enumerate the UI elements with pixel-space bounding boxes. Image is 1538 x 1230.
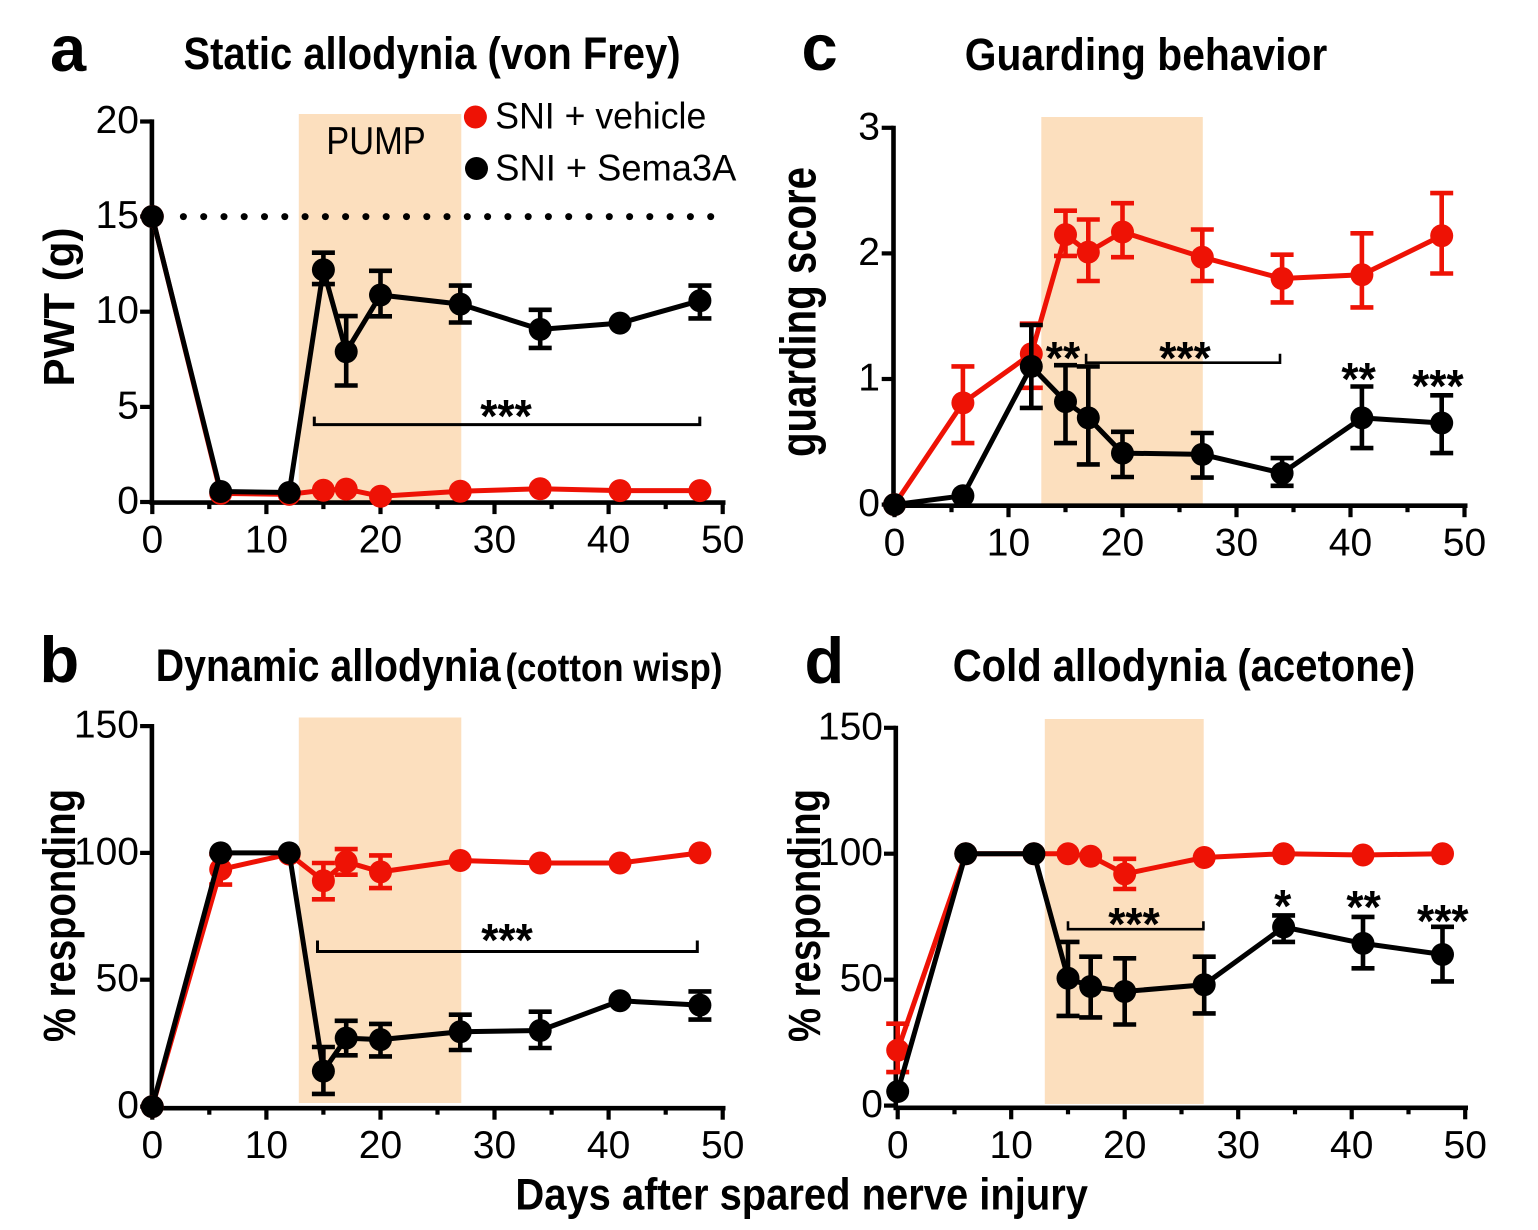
svg-text:0: 0 [858,482,880,525]
svg-text:% responding: % responding [34,789,85,1042]
svg-text:**: ** [1341,353,1375,405]
svg-text:% responding: % responding [779,789,830,1042]
svg-text:c: c [802,11,838,84]
svg-text:0: 0 [141,519,163,562]
svg-text:40: 40 [1329,522,1372,565]
svg-text:150: 150 [74,704,139,747]
svg-text:***: *** [1159,332,1211,384]
svg-text:50: 50 [840,957,883,1000]
svg-text:20: 20 [1101,522,1144,565]
svg-text:40: 40 [587,1124,630,1167]
svg-text:0: 0 [887,1124,909,1167]
svg-text:b: b [40,623,80,696]
svg-text:***: *** [1108,898,1160,950]
svg-text:PWT (g): PWT (g) [36,228,84,387]
svg-text:100: 100 [74,830,139,873]
svg-text:1: 1 [858,357,880,400]
svg-text:guarding score: guarding score [771,167,827,457]
svg-text:5: 5 [117,384,139,427]
svg-text:20: 20 [1103,1124,1146,1167]
svg-text:30: 30 [473,1124,516,1167]
svg-text:2: 2 [858,231,880,274]
svg-text:20: 20 [359,1124,402,1167]
svg-text:50: 50 [1443,522,1486,565]
svg-text:***: *** [480,390,532,442]
svg-text:50: 50 [1444,1124,1487,1167]
svg-text:SNI + Sema3A: SNI + Sema3A [495,148,736,189]
svg-text:0: 0 [117,1084,139,1127]
svg-text:10: 10 [96,289,139,332]
svg-text:Guarding behavior: Guarding behavior [965,29,1328,80]
svg-text:3: 3 [858,105,880,148]
svg-text:SNI + vehicle: SNI + vehicle [495,96,706,137]
svg-text:a: a [50,12,87,85]
svg-text:20: 20 [96,99,139,142]
svg-text:10: 10 [990,1124,1033,1167]
svg-text:30: 30 [1217,1124,1260,1167]
svg-text:10: 10 [245,519,288,562]
svg-text:0: 0 [861,1083,883,1126]
svg-text:***: *** [1412,360,1464,412]
svg-text:0: 0 [141,1124,163,1167]
svg-text:50: 50 [96,957,139,1000]
svg-text:50: 50 [701,1124,744,1167]
svg-text:20: 20 [359,519,402,562]
svg-text:15: 15 [96,194,139,237]
svg-text:PUMP: PUMP [326,120,426,163]
svg-text:100: 100 [818,831,883,874]
svg-text:Static allodynia (von Frey): Static allodynia (von Frey) [184,28,681,79]
svg-text:Days after spared nerve injury: Days after spared nerve injury [515,1171,1088,1220]
svg-text:0: 0 [884,522,906,565]
svg-text:50: 50 [701,519,744,562]
svg-text:40: 40 [587,519,630,562]
svg-text:d: d [805,624,845,697]
svg-text:30: 30 [1215,522,1258,565]
svg-text:***: *** [481,914,533,966]
svg-text:40: 40 [1330,1124,1373,1167]
svg-text:**: ** [1046,332,1080,384]
svg-text:(cotton wisp): (cotton wisp) [505,647,722,690]
svg-text:10: 10 [245,1124,288,1167]
svg-text:0: 0 [117,480,139,523]
svg-text:150: 150 [818,705,883,748]
svg-text:10: 10 [987,522,1030,565]
svg-text:Dynamic allodynia: Dynamic allodynia [156,640,502,691]
svg-text:30: 30 [473,519,516,562]
svg-text:Cold allodynia (acetone): Cold allodynia (acetone) [953,640,1416,691]
